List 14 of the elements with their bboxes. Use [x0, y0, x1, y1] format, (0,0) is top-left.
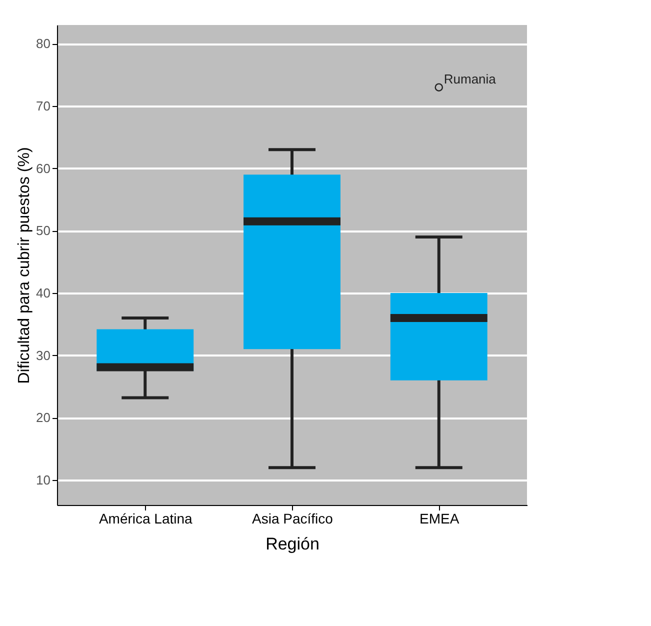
annotation: Rumania [444, 71, 497, 86]
y-tick-label: 40 [36, 286, 50, 301]
x-tick-label: EMEA [420, 510, 460, 526]
y-tick-label: 20 [36, 410, 50, 426]
y-tick-label: 10 [36, 472, 50, 488]
y-tick-label: 80 [36, 36, 50, 52]
y-axis-title: Dificultad para cubrir puestos (%) [16, 147, 34, 384]
y-tick-label: 70 [36, 98, 50, 114]
y-tick-label: 60 [36, 160, 50, 176]
y-tick-label: 50 [36, 223, 50, 238]
x-tick-label: América Latina [98, 510, 193, 526]
x-axis-title: Región [266, 534, 320, 554]
x-tick-label: Asia Pacífico [252, 510, 334, 526]
y-tick-label: 30 [36, 348, 50, 363]
